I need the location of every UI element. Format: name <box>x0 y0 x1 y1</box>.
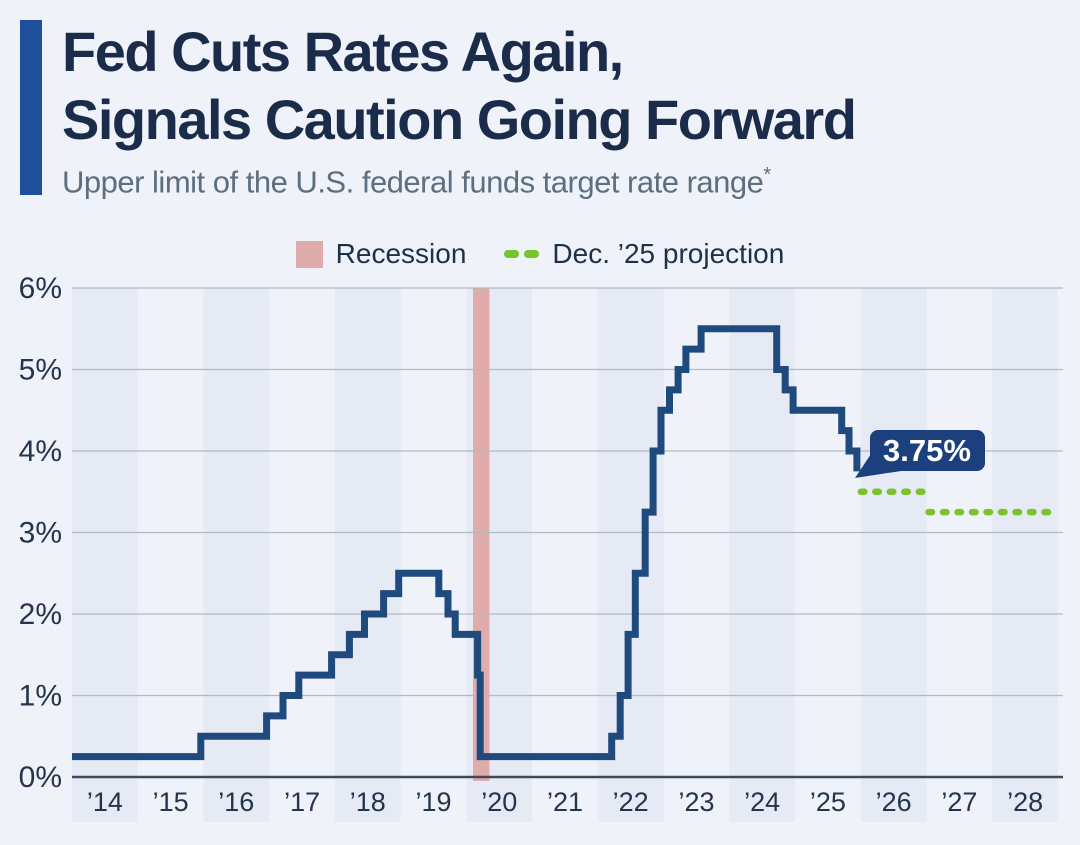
x-tick-label: ’27 <box>941 787 977 817</box>
projection-dashes-icon <box>504 250 540 258</box>
legend-projection-label: Dec. ’25 projection <box>552 238 785 269</box>
chart-legend: Recession Dec. ’25 projection <box>0 238 1080 270</box>
x-tick-label: ’19 <box>415 787 451 817</box>
y-tick-label: 1% <box>19 680 62 713</box>
year-stripe <box>860 288 927 822</box>
page-subtitle-text: Upper limit of the U.S. federal funds ta… <box>62 163 764 199</box>
y-tick-label: 2% <box>19 598 62 631</box>
legend-item-recession: Recession <box>295 238 467 270</box>
fed-funds-rate-chart: 0% 1% 2% 3% 4% 5% 6% ’14 ’15 ’16 ’17 ’18 ’19 ’20 ’21 ’2… <box>19 272 1063 822</box>
year-stripe <box>72 288 138 822</box>
x-tick-label: ’21 <box>547 787 583 817</box>
year-stripe <box>992 288 1059 822</box>
recession-swatch-icon <box>295 240 323 268</box>
legend-item-projection: Dec. ’25 projection <box>504 238 784 270</box>
callout-value: 3.75% <box>883 433 971 468</box>
x-tick-label: ’23 <box>678 787 714 817</box>
legend-recession-label: Recession <box>335 238 467 269</box>
x-tick-label: ’25 <box>810 787 846 817</box>
x-tick-label: ’15 <box>153 787 189 817</box>
rate-callout: 3.75% <box>855 430 985 478</box>
x-tick-label: ’17 <box>284 787 320 817</box>
page-title: Fed Cuts Rates Again, Signals Caution Goi… <box>62 18 1040 154</box>
callout-box <box>870 430 985 471</box>
x-tick-label: ’20 <box>481 787 517 817</box>
rate-line <box>72 325 861 761</box>
x-tick-label: ’28 <box>1007 787 1043 817</box>
year-stripe <box>597 288 664 822</box>
x-tick-label: ’16 <box>218 787 254 817</box>
y-tick-label: 3% <box>19 517 62 550</box>
y-tick-label: 6% <box>19 272 62 305</box>
page-title-line2: Signals Caution Going Forward <box>62 87 857 151</box>
x-tick-label: ’26 <box>876 787 912 817</box>
x-tick-label: ’18 <box>350 787 386 817</box>
accent-bar <box>20 20 42 195</box>
page-subtitle: Upper limit of the U.S. federal funds ta… <box>62 164 1040 200</box>
page-title-line1: Fed Cuts Rates Again, <box>62 20 624 83</box>
y-tick-label: 5% <box>19 354 62 387</box>
header: Fed Cuts Rates Again, Signals Caution Goi… <box>0 0 1080 200</box>
y-tick-label: 0% <box>19 761 62 794</box>
footnote-marker: * <box>763 163 771 186</box>
x-tick-label: ’24 <box>744 787 780 817</box>
year-stripe <box>203 288 270 822</box>
x-tick-label: ’22 <box>613 787 649 817</box>
x-tick-label: ’14 <box>87 787 123 817</box>
year-stripe <box>334 288 401 822</box>
y-tick-label: 4% <box>19 435 62 468</box>
